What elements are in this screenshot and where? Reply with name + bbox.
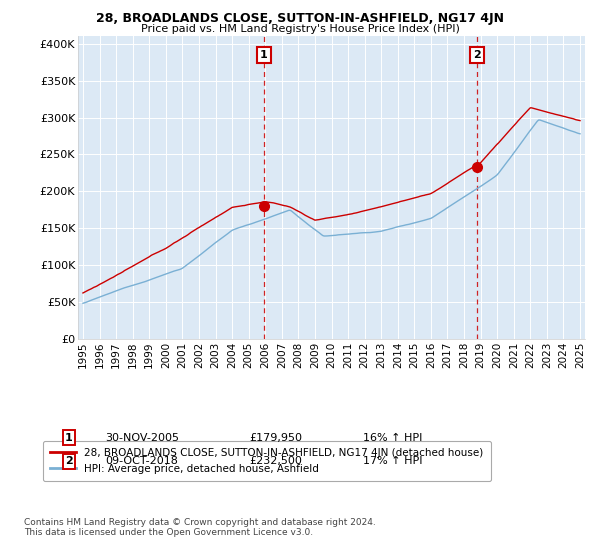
Text: Price paid vs. HM Land Registry's House Price Index (HPI): Price paid vs. HM Land Registry's House … bbox=[140, 24, 460, 34]
Text: £232,500: £232,500 bbox=[249, 456, 302, 466]
Legend: 28, BROADLANDS CLOSE, SUTTON-IN-ASHFIELD, NG17 4JN (detached house), HPI: Averag: 28, BROADLANDS CLOSE, SUTTON-IN-ASHFIELD… bbox=[43, 441, 491, 481]
Text: 09-OCT-2018: 09-OCT-2018 bbox=[105, 456, 178, 466]
Text: 2: 2 bbox=[65, 456, 73, 466]
Text: Contains HM Land Registry data © Crown copyright and database right 2024.
This d: Contains HM Land Registry data © Crown c… bbox=[24, 518, 376, 538]
Text: 30-NOV-2005: 30-NOV-2005 bbox=[105, 433, 179, 443]
Text: 28, BROADLANDS CLOSE, SUTTON-IN-ASHFIELD, NG17 4JN: 28, BROADLANDS CLOSE, SUTTON-IN-ASHFIELD… bbox=[96, 12, 504, 25]
Text: 2: 2 bbox=[473, 50, 481, 60]
Text: £179,950: £179,950 bbox=[249, 433, 302, 443]
Text: 1: 1 bbox=[260, 50, 268, 60]
Text: 1: 1 bbox=[65, 433, 73, 443]
Text: 16% ↑ HPI: 16% ↑ HPI bbox=[363, 433, 422, 443]
Text: 17% ↑ HPI: 17% ↑ HPI bbox=[363, 456, 422, 466]
